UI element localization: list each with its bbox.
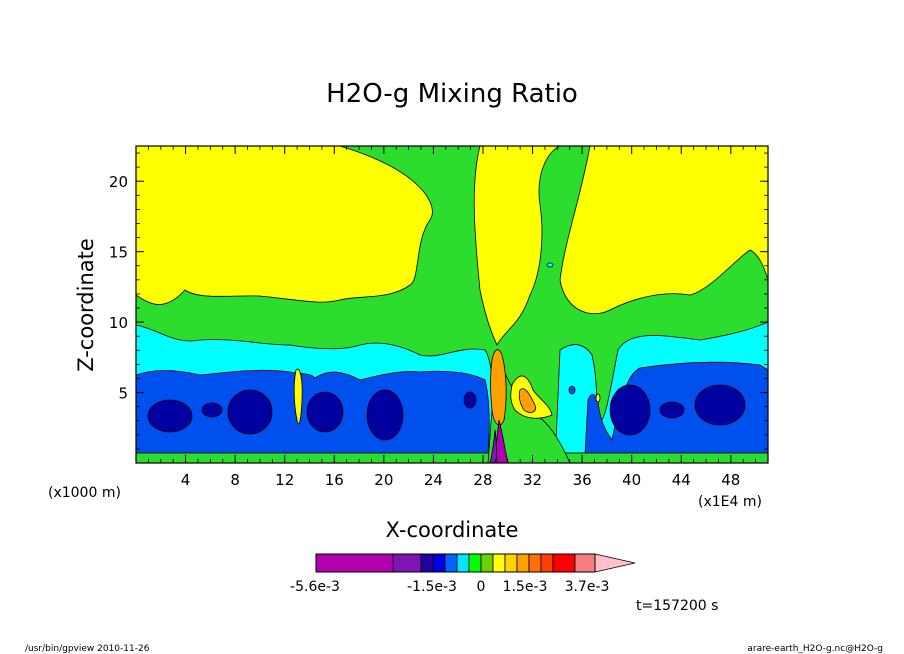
x-tick-label: 40 [622,471,641,489]
field-speck [595,393,601,403]
field-darkblue [147,384,746,441]
x-tick-label: 36 [573,471,592,489]
colorbar [315,553,636,573]
colorbar-swatch [392,553,422,573]
x-tick-label: 8 [230,471,240,489]
footer-left: /usr/bin/gpview 2010-11-26 [25,644,150,654]
field-yellow-streak [293,368,303,425]
x-tick-label: 48 [721,471,740,489]
colorbar-swatch [354,554,373,572]
x-unit-left: (x1000 m) [48,485,121,501]
field-speck [568,385,576,395]
colorbar-label: 1.5e-3 [503,579,548,595]
colorbar-swatch [574,553,596,573]
colorbar-labels: -5.6e-3 -1.5e-3 0 1.5e-3 3.7e-3 [290,579,609,595]
colorbar-swatch [444,553,458,573]
colorbar-swatch [335,554,354,572]
colorbar-label: -5.6e-3 [290,579,340,595]
colorbar-label: 0 [477,579,486,595]
colorbar-swatch [528,553,542,573]
colorbar-swatch [420,553,434,573]
field-orange-patch [518,388,537,413]
y-axis-ticks: 5 10 15 20 [109,152,768,450]
x-tick-label: 32 [523,471,542,489]
chart-title: H2O-g Mixing Ratio [326,79,578,109]
colorbar-swatch [456,553,470,573]
field-yellow-patch [510,375,553,419]
colorbar-swatch [540,553,554,573]
field-green-bottom [136,452,768,463]
colorbar-swatch [504,553,518,573]
x-tick-label: 20 [374,471,393,489]
colorbar-label: -1.5e-3 [407,579,457,595]
y-tick-label: 5 [118,385,128,403]
x-tick-label: 4 [181,471,191,489]
x-unit-right: (x1E4 m) [698,494,762,510]
colorbar-frame [315,553,596,573]
field-orange-core [490,349,507,426]
x-axis-ticks: 4 8 12 16 20 24 28 32 36 40 44 48 [147,146,757,489]
plot-area [135,145,769,464]
time-label: t=157200 s [636,598,718,614]
x-tick-label: 28 [473,471,492,489]
colorbar-swatch [316,554,335,572]
y-axis-label: Z-coordinate [74,238,98,372]
y-tick-label: 10 [109,314,128,332]
x-tick-label: 44 [672,471,691,489]
field-speck [546,262,554,268]
plot-frame [135,145,769,464]
colorbar-swatch [516,553,530,573]
footer-right: arare-earth_H2O-g.nc@H2O-g [747,644,883,654]
colorbar-swatch [432,553,446,573]
y-tick-label: 15 [109,244,128,262]
x-axis-label: X-coordinate [386,518,519,542]
colorbar-swatch [492,553,506,573]
field-darkpurple [489,429,498,463]
x-tick-label: 16 [325,471,344,489]
colorbar-swatch [480,553,494,573]
colorbar-arrow [594,553,636,573]
colorbar-swatch [373,554,393,572]
x-tick-label: 24 [424,471,443,489]
colorbar-label: 3.7e-3 [565,579,610,595]
colorbar-swatch [552,553,576,573]
x-tick-label: 12 [275,471,294,489]
y-tick-label: 20 [109,173,128,191]
colorbar-swatch [468,553,482,573]
